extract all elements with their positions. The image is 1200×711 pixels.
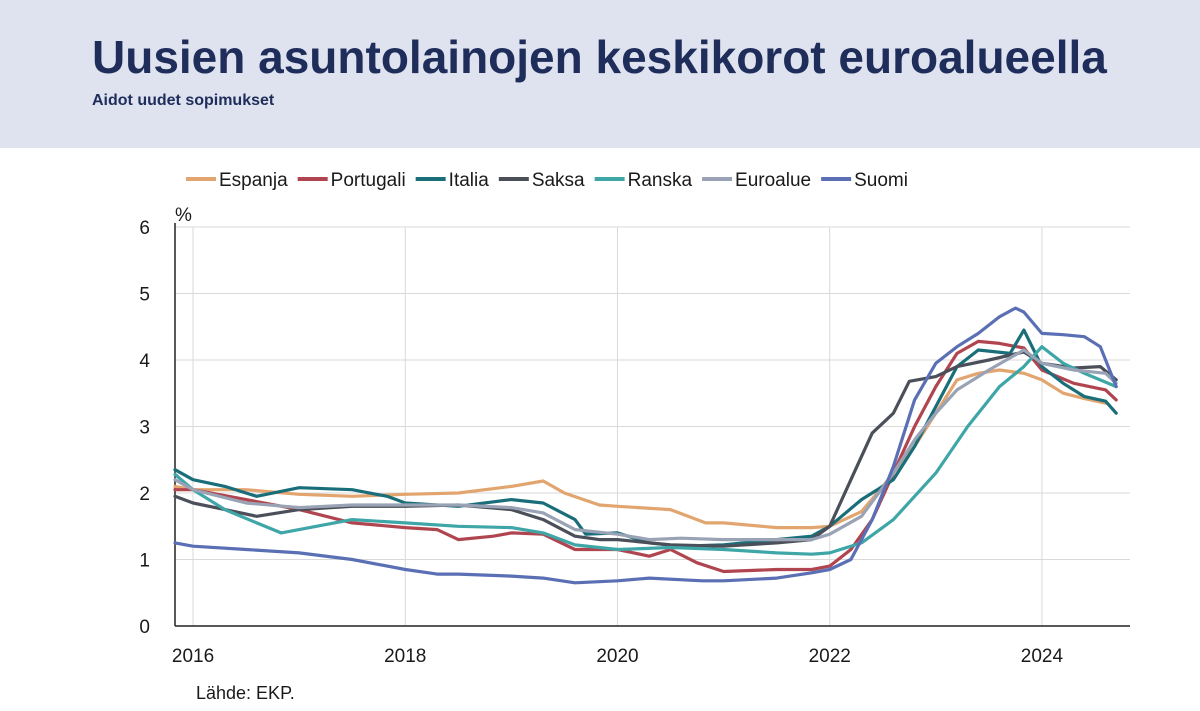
source-note: Lähde: EKP.: [196, 683, 295, 703]
legend-label: Saksa: [532, 170, 585, 191]
y-axis-unit-label: %: [175, 205, 192, 226]
x-tick-label: 2024: [1021, 646, 1064, 667]
series-line-ranska: [173, 345, 1118, 556]
line-chart: Espanja Portugali Italia Saksa Ranska Euroalu…: [139, 170, 1130, 667]
page-title: Uusien asuntolainojen keskikorot euroalu…: [92, 31, 1107, 83]
y-tick-label: 3: [139, 418, 150, 439]
legend-label: Portugali: [331, 170, 406, 191]
x-tick-label: 2022: [809, 646, 851, 667]
legend-label: Italia: [449, 170, 490, 191]
series-line-portugali: [173, 339, 1118, 574]
x-tick-label: 2018: [384, 646, 426, 667]
page-subtitle: Aidot uudet sopimukset: [92, 92, 275, 109]
y-tick-label: 6: [139, 218, 150, 239]
y-tick-label: 5: [139, 285, 150, 306]
chart-series-group: [173, 306, 1118, 585]
y-tick-label: 0: [139, 617, 150, 638]
legend-label: Espanja: [219, 170, 288, 191]
series-line-suomi: [173, 306, 1118, 585]
legend-label: Ranska: [628, 170, 693, 191]
series-line-saksa: [173, 350, 1118, 548]
chart-grid: [175, 226, 1130, 626]
legend-label: Euroalue: [735, 170, 811, 191]
chart-legend: Espanja Portugali Italia Saksa Ranska Euroalu…: [186, 170, 908, 191]
y-tick-label: 4: [139, 351, 150, 372]
x-tick-label: 2016: [172, 646, 214, 667]
chart-axes: 0 1 2 3 4 5 6 2016 2018 2020 2022 2024: [139, 218, 1130, 667]
x-tick-label: 2020: [596, 646, 638, 667]
header-band: Uusien asuntolainojen keskikorot euroalu…: [0, 0, 1200, 148]
series-line-espanja: [173, 368, 1108, 530]
y-tick-label: 1: [139, 551, 150, 572]
y-tick-label: 2: [139, 484, 150, 505]
legend-label: Suomi: [854, 170, 908, 191]
series-line-euroalue: [173, 348, 1118, 542]
